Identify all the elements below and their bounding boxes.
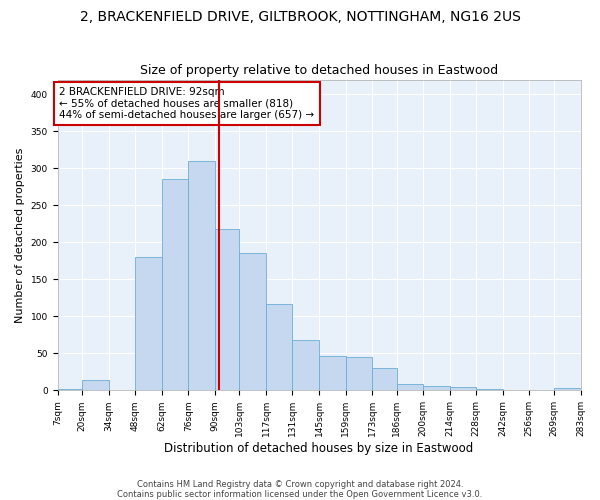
- Bar: [319, 356, 346, 390]
- Bar: [162, 180, 188, 390]
- Bar: [554, 388, 581, 390]
- Y-axis label: Number of detached properties: Number of detached properties: [15, 148, 25, 322]
- Bar: [450, 386, 476, 390]
- Bar: [476, 389, 503, 390]
- Bar: [292, 340, 319, 390]
- Bar: [188, 161, 215, 390]
- Text: Contains HM Land Registry data © Crown copyright and database right 2024.: Contains HM Land Registry data © Crown c…: [137, 480, 463, 489]
- Text: Contains public sector information licensed under the Open Government Licence v3: Contains public sector information licen…: [118, 490, 482, 499]
- Bar: [397, 384, 423, 390]
- Text: 2 BRACKENFIELD DRIVE: 92sqm
← 55% of detached houses are smaller (818)
44% of se: 2 BRACKENFIELD DRIVE: 92sqm ← 55% of det…: [59, 87, 314, 120]
- Bar: [58, 389, 82, 390]
- Title: Size of property relative to detached houses in Eastwood: Size of property relative to detached ho…: [140, 64, 498, 77]
- Bar: [372, 368, 397, 390]
- Bar: [135, 257, 162, 390]
- Bar: [239, 254, 266, 390]
- X-axis label: Distribution of detached houses by size in Eastwood: Distribution of detached houses by size …: [164, 442, 473, 455]
- Bar: [82, 380, 109, 390]
- Bar: [346, 357, 372, 390]
- Bar: [215, 229, 239, 390]
- Bar: [266, 304, 292, 390]
- Bar: [423, 386, 450, 390]
- Text: 2, BRACKENFIELD DRIVE, GILTBROOK, NOTTINGHAM, NG16 2US: 2, BRACKENFIELD DRIVE, GILTBROOK, NOTTIN…: [80, 10, 520, 24]
